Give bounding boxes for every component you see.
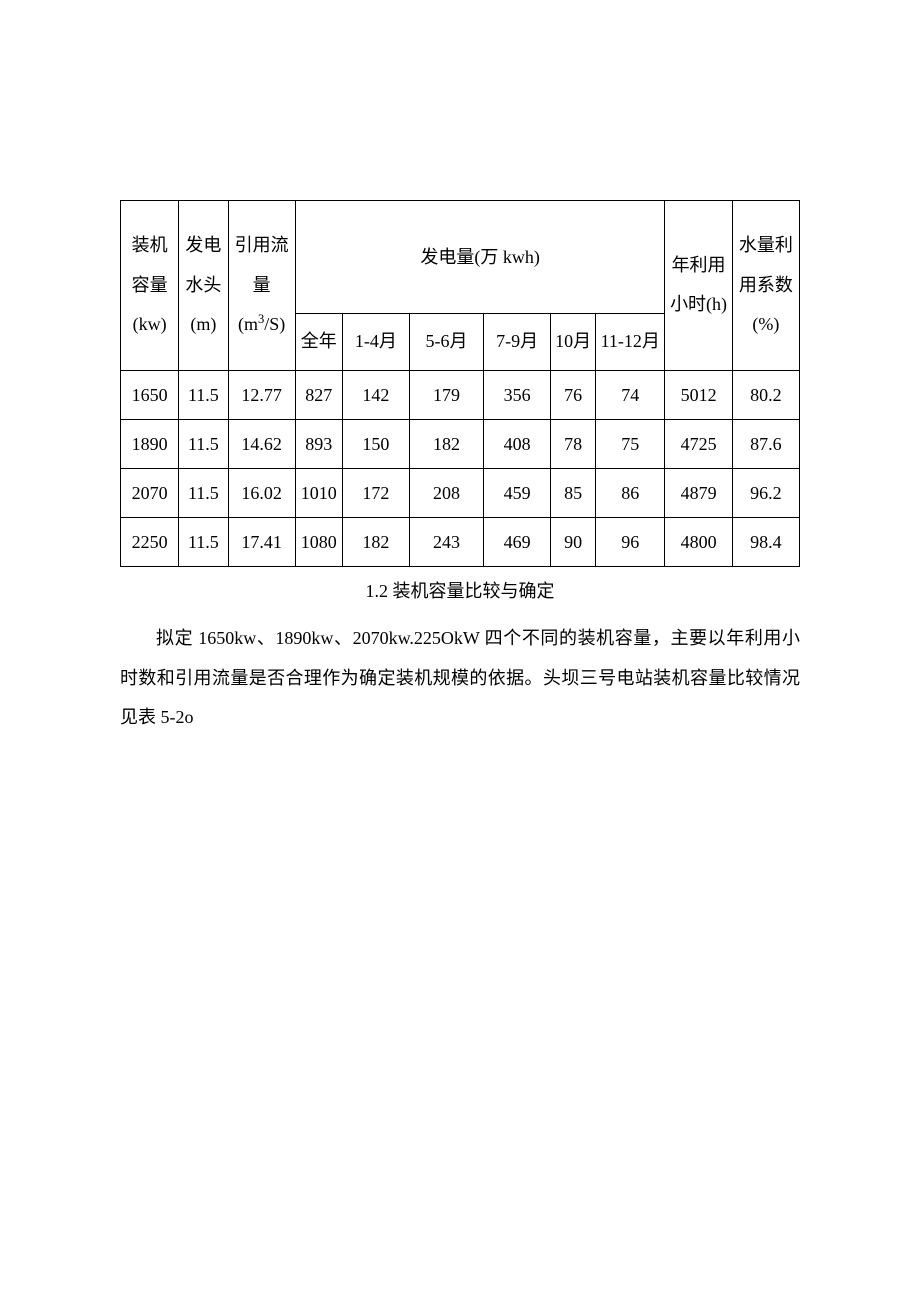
cell-m56: 208 [410,468,484,517]
cell-hours: 5012 [665,370,732,419]
cell-m14: 182 [342,517,409,566]
cell-head: 11.5 [179,517,228,566]
table-row: 1650 11.5 12.77 827 142 179 356 76 74 50… [121,370,800,419]
cell-m14: 172 [342,468,409,517]
cell-capacity: 2070 [121,468,179,517]
header-annual: 全年 [295,314,342,371]
cell-m10: 76 [551,370,596,419]
header-m56: 5-6月 [410,314,484,371]
cell-m79: 356 [483,370,550,419]
cell-m1112: 96 [596,517,665,566]
header-head: 发电水头(m) [179,201,228,371]
cell-flow: 17.41 [228,517,295,566]
cell-m79: 459 [483,468,550,517]
section-heading: 1.2 装机容量比较与确定 [120,577,800,603]
table-row: 1890 11.5 14.62 893 150 182 408 78 75 47… [121,419,800,468]
header-flow: 引用流量(m3/S) [228,201,295,371]
cell-coef: 80.2 [732,370,799,419]
cell-m10: 85 [551,468,596,517]
header-m10: 10月 [551,314,596,371]
cell-coef: 87.6 [732,419,799,468]
cell-coef: 98.4 [732,517,799,566]
table-header: 装机容量(kw) 发电水头(m) 引用流量(m3/S) 发电量(万 kwh) 年… [121,201,800,371]
cell-m56: 179 [410,370,484,419]
cell-m14: 150 [342,419,409,468]
header-m14: 1-4月 [342,314,409,371]
cell-flow: 14.62 [228,419,295,468]
cell-m10: 90 [551,517,596,566]
header-generation-group: 发电量(万 kwh) [295,201,665,314]
cell-head: 11.5 [179,468,228,517]
cell-m79: 408 [483,419,550,468]
cell-annual: 1080 [295,517,342,566]
cell-m79: 469 [483,517,550,566]
cell-capacity: 1890 [121,419,179,468]
header-m79: 7-9月 [483,314,550,371]
cell-coef: 96.2 [732,468,799,517]
cell-annual: 893 [295,419,342,468]
header-coef: 水量利用系数(%) [732,201,799,371]
table-row: 2070 11.5 16.02 1010 172 208 459 85 86 4… [121,468,800,517]
header-flow-part2: /S) [264,314,285,334]
cell-m1112: 74 [596,370,665,419]
cell-capacity: 2250 [121,517,179,566]
cell-capacity: 1650 [121,370,179,419]
cell-head: 11.5 [179,370,228,419]
cell-m56: 182 [410,419,484,468]
cell-m10: 78 [551,419,596,468]
cell-hours: 4879 [665,468,732,517]
cell-head: 11.5 [179,419,228,468]
cell-m1112: 86 [596,468,665,517]
table-row: 2250 11.5 17.41 1080 182 243 469 90 96 4… [121,517,800,566]
cell-annual: 1010 [295,468,342,517]
cell-m56: 243 [410,517,484,566]
cell-annual: 827 [295,370,342,419]
header-m1112: 11-12月 [596,314,665,371]
cell-flow: 16.02 [228,468,295,517]
cell-hours: 4725 [665,419,732,468]
cell-m14: 142 [342,370,409,419]
table-body: 1650 11.5 12.77 827 142 179 356 76 74 50… [121,370,800,566]
cell-flow: 12.77 [228,370,295,419]
body-paragraph: 拟定 1650kw、1890kw、2070kw.225OkW 四个不同的装机容量… [120,619,800,738]
cell-hours: 4800 [665,517,732,566]
header-capacity: 装机容量(kw) [121,201,179,371]
cell-m1112: 75 [596,419,665,468]
header-row-1: 装机容量(kw) 发电水头(m) 引用流量(m3/S) 发电量(万 kwh) 年… [121,201,800,314]
header-hours: 年利用小时(h) [665,201,732,371]
capacity-comparison-table: 装机容量(kw) 发电水头(m) 引用流量(m3/S) 发电量(万 kwh) 年… [120,200,800,567]
